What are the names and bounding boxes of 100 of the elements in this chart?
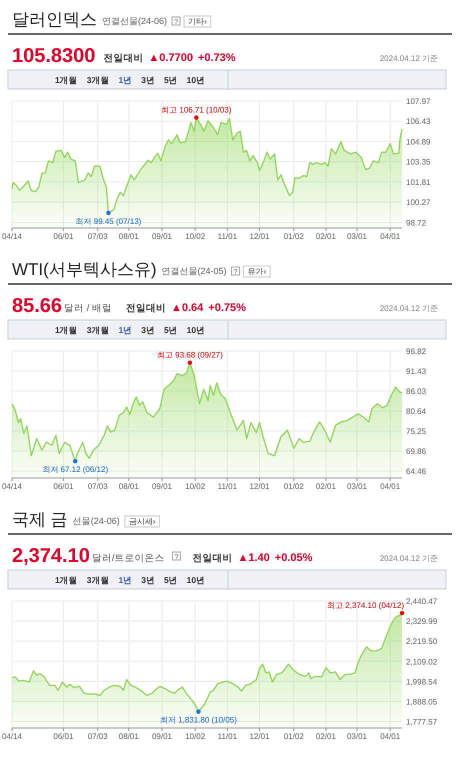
y-tick-label: 91.43 xyxy=(406,367,427,376)
x-tick-label: 04/01 xyxy=(380,482,401,491)
x-tick-label: 11/01 xyxy=(218,482,238,491)
text: 10년 xyxy=(186,325,206,335)
y-tick-label: 75.25 xyxy=(406,427,427,436)
y-tick-label: 103.35 xyxy=(406,158,432,167)
text: 유가› xyxy=(248,267,266,276)
x-tick-label: 08/01 xyxy=(118,732,140,741)
x-tick-label: 10/02 xyxy=(185,732,206,741)
annotation: 최고 93.68 (09/27) xyxy=(156,350,224,360)
y-tick-label: 2,219.50 xyxy=(406,637,438,646)
text: 1년 xyxy=(118,325,132,335)
text: 전일대비 xyxy=(192,553,232,564)
y-tick-label: 100.27 xyxy=(406,198,432,208)
y-tick-label: 1,777.57 xyxy=(406,718,438,727)
x-tick-label: 07/03 xyxy=(88,482,108,491)
annotation: 최고 106.71 (10/03) xyxy=(161,106,232,115)
x-tick-label: 12/01 xyxy=(249,732,270,741)
text: 10년 xyxy=(186,75,206,85)
x-tick-label: 09/01 xyxy=(152,482,173,491)
annotation: 최고 2,374.10 (04/12) xyxy=(327,601,404,610)
text: 85.66 xyxy=(12,295,62,317)
text: 3개월 xyxy=(86,575,110,585)
text: 금시세› xyxy=(128,517,156,526)
y-tick-label: 2,440.47 xyxy=(406,597,438,606)
x-tick-label: 02/01 xyxy=(316,732,336,741)
x-tick-label: 01/02 xyxy=(284,232,304,241)
y-tick-label: 64.46 xyxy=(406,467,427,476)
text: 전일대비 xyxy=(126,303,166,314)
chart-subtitle: 연결선물(24-05) xyxy=(161,266,226,276)
y-tick-label: 107.97 xyxy=(406,97,432,106)
text: 2024.04.12 기준 xyxy=(380,554,438,563)
text: 달러 / 배럴 xyxy=(64,303,112,314)
text: 3개월 xyxy=(86,75,110,85)
chart-title: 국제 금 xyxy=(12,510,68,529)
x-tick-label: 04/14 xyxy=(2,482,23,491)
text: 10년 xyxy=(186,575,206,585)
text: +0.75% xyxy=(208,302,246,314)
text: 1개월 xyxy=(55,575,78,585)
x-tick-label: 03/01 xyxy=(346,732,368,741)
text: 1개월 xyxy=(55,75,78,85)
y-tick-label: 1,888.05 xyxy=(406,697,438,706)
text: 3년 xyxy=(141,75,155,85)
text: 전일대비 xyxy=(103,53,144,64)
text: 2024.04.12 기준 xyxy=(380,54,438,63)
x-tick-label: 04/14 xyxy=(2,732,23,741)
text: 2024.04.12 기준 xyxy=(380,304,438,313)
annotation: 최저 67.12 (06/12) xyxy=(42,465,108,474)
y-tick-label: 101.81 xyxy=(406,178,432,187)
x-tick-label: 09/01 xyxy=(152,232,173,241)
chart-title: 달러인덱스 xyxy=(12,10,97,29)
text: 기타› xyxy=(188,17,208,26)
x-tick-label: 10/02 xyxy=(185,232,206,241)
x-tick-label: 02/01 xyxy=(316,232,336,241)
text: 달러/트로이온스 xyxy=(92,553,164,564)
text: 1년 xyxy=(118,75,132,85)
x-tick-label: 04/01 xyxy=(380,732,401,741)
text: 1년 xyxy=(118,575,132,585)
y-tick-label: 69.86 xyxy=(406,447,427,456)
y-tick-label: 104.89 xyxy=(406,137,432,146)
x-tick-label: 03/01 xyxy=(346,482,368,491)
text: 3년 xyxy=(141,575,155,585)
text: ▲1.40 xyxy=(238,552,270,564)
text: +0.05% xyxy=(274,552,313,564)
text: 5년 xyxy=(164,75,178,85)
x-tick-label: 08/01 xyxy=(118,482,140,491)
y-tick-label: 1,998.54 xyxy=(406,677,438,686)
chart-subtitle: 연결선물(24-06) xyxy=(102,16,168,26)
x-tick-label: 07/03 xyxy=(88,232,108,241)
y-tick-label: 80.64 xyxy=(406,407,427,416)
y-tick-label: 96.82 xyxy=(406,347,427,356)
text: ▲0.64 xyxy=(170,302,204,314)
y-tick-label: 98.72 xyxy=(406,218,427,228)
x-tick-label: 06/01 xyxy=(53,732,74,741)
text: +0.73% xyxy=(198,52,236,64)
x-tick-label: 11/01 xyxy=(218,232,238,241)
x-tick-label: 11/01 xyxy=(218,732,238,741)
text: 5년 xyxy=(164,325,178,335)
chart-subtitle: 선물(24-06) xyxy=(72,516,120,526)
text: ▲0.7700 xyxy=(148,52,193,64)
x-tick-label: 03/01 xyxy=(346,232,368,241)
x-tick-label: 07/03 xyxy=(88,732,108,741)
x-tick-label: 08/01 xyxy=(118,232,140,241)
x-tick-label: 10/02 xyxy=(185,482,206,491)
y-tick-label: 2,109.02 xyxy=(406,657,438,666)
x-tick-label: 01/02 xyxy=(284,482,304,491)
text: 3년 xyxy=(141,325,155,335)
annotation: 최저 1,831.80 (10/05) xyxy=(160,716,238,725)
x-tick-label: 06/01 xyxy=(53,482,74,491)
text: 2,374.10 xyxy=(12,545,90,567)
x-tick-label: 04/14 xyxy=(2,232,23,241)
text: 1개월 xyxy=(55,325,78,335)
text: 5년 xyxy=(164,575,178,585)
x-tick-label: 12/01 xyxy=(249,232,270,241)
annotation: 최저 99.45 (07/13) xyxy=(76,216,142,226)
x-tick-label: 02/01 xyxy=(316,482,336,491)
x-tick-label: 04/01 xyxy=(380,232,401,241)
text: 3개월 xyxy=(86,325,110,335)
y-tick-label: 86.03 xyxy=(406,387,427,396)
x-tick-label: 09/01 xyxy=(152,732,173,741)
